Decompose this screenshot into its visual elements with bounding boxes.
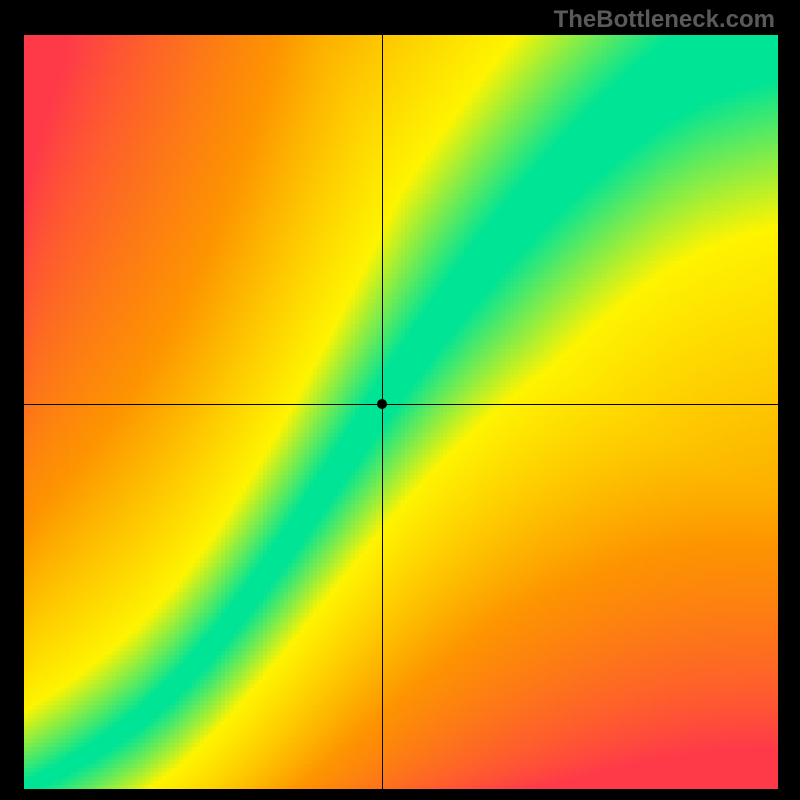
crosshair-horizontal [24,404,778,405]
chart-container: TheBottleneck.com [0,0,800,800]
bottleneck-heatmap [24,35,778,789]
crosshair-vertical [382,35,383,789]
watermark-text: TheBottleneck.com [554,6,775,34]
crosshair-marker [377,399,387,409]
